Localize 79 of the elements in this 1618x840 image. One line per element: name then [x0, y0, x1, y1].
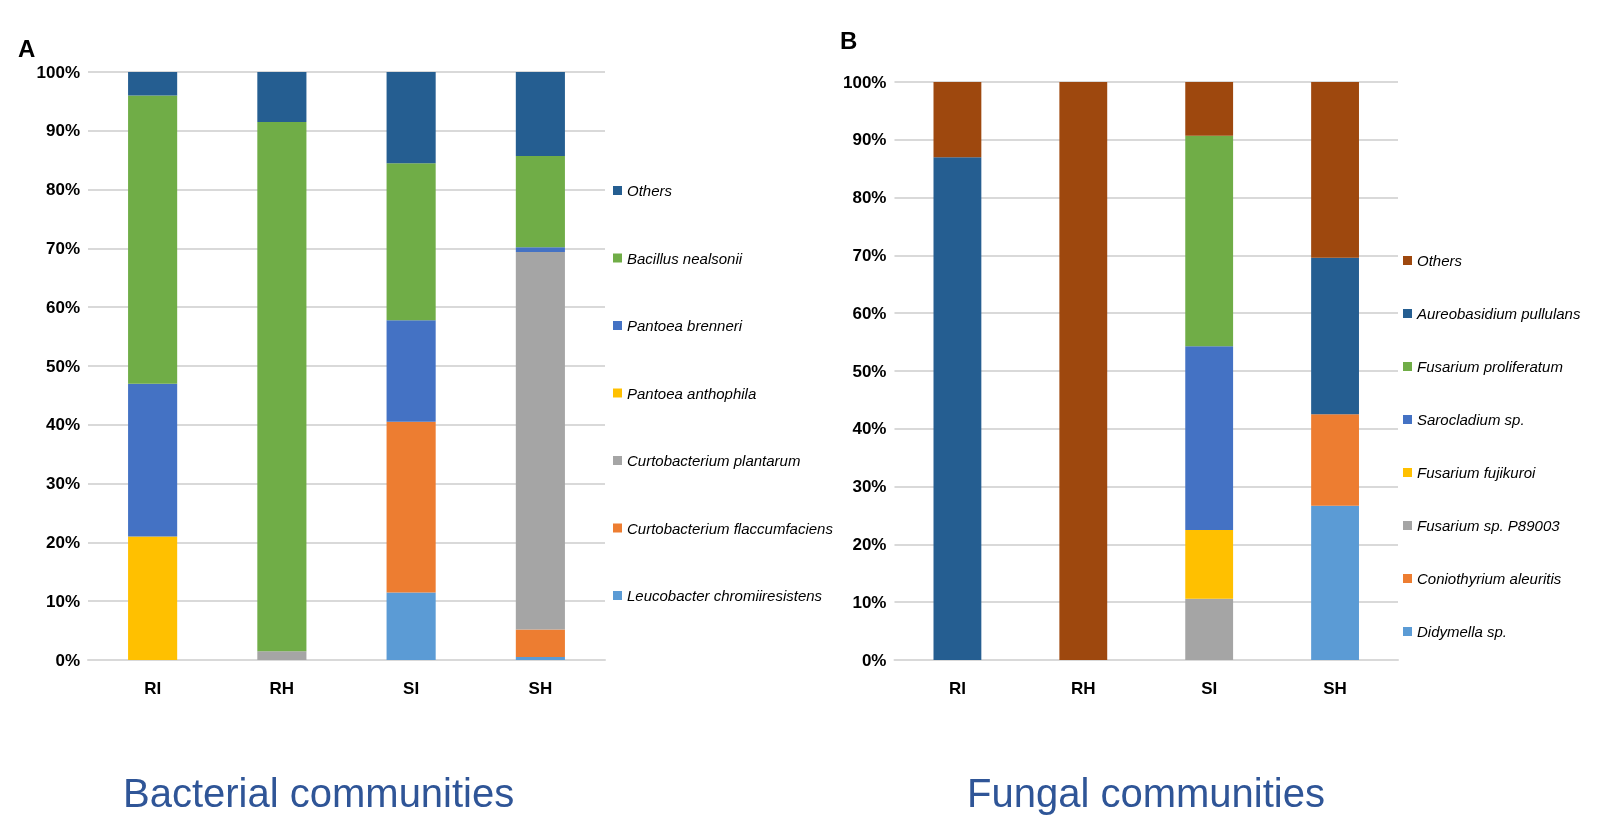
legend-label: Aureobasidium pullulans	[1416, 305, 1581, 322]
x-tick-label: RH	[1071, 679, 1096, 698]
y-tick-label: 20%	[45, 532, 80, 552]
legend-label: Curtobacterium flaccumfaciens	[627, 519, 834, 537]
legend-label: Sarocladium sp.	[1417, 411, 1525, 428]
bar	[386, 592, 436, 660]
bar	[257, 72, 307, 122]
bar	[386, 320, 436, 422]
y-tick-label: 10%	[45, 591, 80, 611]
y-tick-label: 80%	[45, 180, 80, 200]
y-tick-label: 60%	[45, 297, 80, 317]
bar	[933, 157, 982, 660]
y-tick-label: 0%	[55, 650, 80, 670]
x-tick-label: RI	[948, 679, 966, 698]
legend-label: Pantoea brenneri	[627, 317, 743, 334]
bar	[515, 156, 565, 248]
x-tick-label: SI	[403, 679, 420, 698]
y-tick-label: 70%	[45, 238, 80, 258]
bar	[515, 247, 565, 252]
legend-label: Coniothyrium aleuritis	[1417, 570, 1562, 587]
bar	[386, 163, 436, 321]
y-tick-label: 80%	[852, 188, 887, 208]
bar	[1311, 414, 1359, 506]
chart-title: A	[18, 34, 36, 62]
y-tick-label: 40%	[45, 415, 80, 435]
bar	[515, 72, 565, 157]
y-tick-label: 30%	[45, 474, 80, 494]
bar	[128, 383, 178, 537]
x-tick-label: RI	[144, 679, 162, 698]
bar	[257, 651, 307, 660]
legend-label: Curtobacterium plantarum	[627, 452, 801, 469]
bar	[128, 536, 178, 660]
x-tick-label: RH	[269, 679, 295, 698]
y-tick-label: 40%	[852, 419, 887, 439]
legend-label: Fusarium sp. P89003	[1417, 517, 1561, 534]
y-tick-label: 60%	[852, 303, 887, 323]
bar	[1311, 82, 1359, 258]
y-tick-label: 100%	[843, 72, 887, 92]
bar	[515, 629, 565, 658]
bar	[1311, 505, 1359, 660]
legend-label: Didymella sp.	[1417, 623, 1508, 640]
bar	[386, 421, 436, 593]
legend-label: Leucobacter chromiiresistens	[627, 587, 823, 604]
bar	[128, 72, 178, 96]
bar	[515, 657, 565, 660]
bar	[1185, 598, 1234, 660]
legend-label: Fusarium fujikuroi	[1417, 464, 1537, 481]
bar	[1185, 82, 1234, 136]
x-tick-label: SI	[1201, 679, 1218, 698]
bar	[128, 95, 178, 384]
legend-label: Others	[627, 182, 673, 199]
bar	[386, 72, 436, 164]
y-tick-label: 70%	[852, 245, 887, 265]
bar	[933, 82, 982, 158]
bar	[1185, 135, 1234, 347]
y-tick-label: 0%	[861, 650, 887, 670]
bar	[1185, 346, 1234, 530]
y-tick-label: 90%	[45, 121, 80, 141]
y-tick-label: 90%	[852, 130, 887, 150]
legend-label: Fusarium proliferatum	[1417, 358, 1563, 375]
chart-title: B	[840, 26, 858, 54]
bar	[1185, 529, 1234, 599]
y-tick-label: 20%	[852, 534, 887, 554]
legend-label: Others	[1417, 252, 1463, 269]
y-tick-label: 50%	[45, 356, 80, 376]
text: Bacterial communities	[123, 771, 515, 815]
y-tick-label: 50%	[852, 361, 887, 381]
x-tick-label: SH	[1323, 679, 1347, 698]
y-tick-label: 10%	[852, 592, 887, 612]
legend-label: Bacillus nealsonii	[627, 249, 743, 267]
text: Fungal communities	[967, 771, 1325, 815]
y-tick-label: 30%	[852, 477, 887, 497]
bar	[1059, 82, 1108, 660]
bar	[1311, 257, 1359, 415]
legend-label: Pantoea anthophila	[627, 384, 757, 402]
y-tick-label: 100%	[36, 62, 80, 82]
bar	[257, 121, 307, 652]
bar	[515, 251, 565, 630]
x-tick-label: SH	[528, 679, 553, 698]
